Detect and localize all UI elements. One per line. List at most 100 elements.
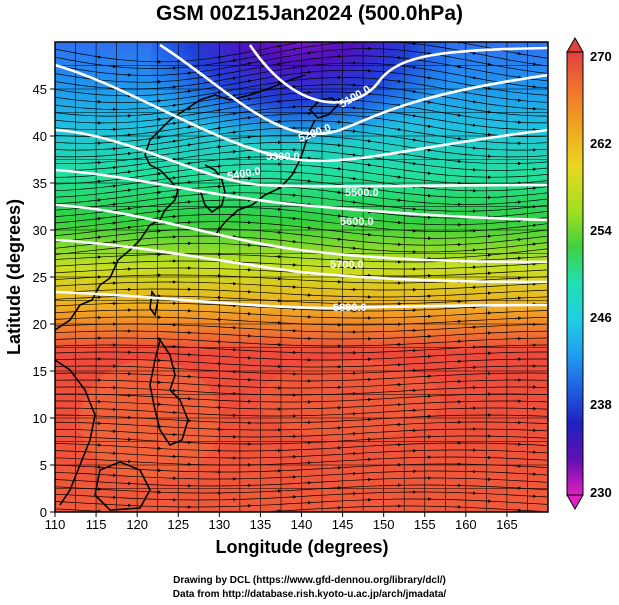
flow-arrow: [484, 234, 492, 238]
streamline: [55, 421, 548, 431]
coastline-korea: [199, 164, 226, 214]
flow-arrow: [394, 127, 402, 132]
flow-arrow: [289, 47, 297, 52]
flow-arrow: [334, 120, 342, 124]
flow-arrow: [109, 146, 117, 151]
flow-arrow: [244, 79, 252, 83]
flow-arrow: [184, 161, 192, 166]
flow-arrow: [529, 242, 537, 246]
flow-arrow: [409, 113, 417, 118]
flow-arrow: [335, 36, 341, 37]
streamline: [55, 379, 548, 389]
flow-arrow: [274, 62, 282, 66]
contour-label-5600: 5600.0: [340, 216, 374, 228]
flow-arrow: [514, 51, 522, 56]
flow-arrow: [469, 51, 477, 55]
flow-arrow: [124, 151, 132, 156]
flow-arrow: [124, 206, 132, 211]
streamline: [55, 337, 548, 347]
contour-label-5700: 5700.0: [330, 259, 364, 271]
contour-5200: [159, 43, 548, 136]
flow-arrow: [424, 148, 432, 152]
flow-arrow: [484, 86, 492, 91]
streamline: [55, 185, 548, 205]
flow-arrow: [529, 186, 537, 190]
y-tick-label: 20: [33, 317, 47, 332]
coastline-philippines: [149, 338, 189, 446]
flow-arrow: [184, 200, 192, 204]
flow-arrow: [274, 44, 282, 48]
flow-arrow: [214, 73, 222, 77]
flow-arrow: [184, 71, 192, 75]
streamlines: [55, 36, 548, 512]
coastline-indochina: [55, 359, 96, 506]
streamline: [55, 316, 548, 326]
coastline-asia: [55, 74, 306, 331]
flow-arrow: [289, 216, 297, 221]
contour-5600: [55, 203, 548, 264]
flow-arrow: [394, 55, 402, 60]
y-tick-label: 10: [33, 411, 47, 426]
flow-arrow: [169, 214, 177, 219]
flow-arrow: [349, 106, 357, 110]
colorbar-body: [566, 51, 584, 496]
map-title: GSM 00Z15Jan2024 (500.0hPa): [155, 2, 463, 25]
flow-arrow: [214, 164, 222, 169]
flow-arrow: [274, 207, 282, 212]
x-tick-label: 155: [414, 517, 436, 532]
flow-arrow: [334, 214, 342, 218]
streamline: [55, 120, 548, 144]
flow-arrow: [364, 232, 372, 237]
flow-arrow: [109, 202, 117, 207]
coastline-borneo: [94, 461, 151, 511]
flow-arrow: [304, 70, 312, 75]
flow-arrow: [214, 55, 222, 59]
map-plot: 5100.0 5200.0 5300.0 5400.0 5500.0 5600.…: [4, 36, 612, 557]
contour-label-5800: 5800.0: [333, 302, 367, 314]
x-tick-label: 130: [208, 517, 230, 532]
flow-arrow: [484, 110, 492, 114]
flow-arrow: [229, 58, 237, 63]
flow-arrow: [424, 100, 432, 104]
flow-arrow: [484, 253, 492, 257]
x-tick-label: 120: [126, 517, 148, 532]
contour-5800: [55, 290, 548, 310]
flow-arrow: [349, 153, 357, 157]
contour-5100: [248, 44, 548, 104]
flow-arrow: [364, 186, 372, 191]
map-field: 5100.0 5200.0 5300.0 5400.0 5500.0 5600.…: [55, 36, 548, 512]
flow-arrow: [424, 75, 432, 80]
flow-arrow: [124, 133, 132, 137]
flow-arrow: [484, 132, 492, 137]
contour-5300: [55, 63, 548, 163]
x-tick-label: 150: [373, 517, 395, 532]
contour-label-5300: 5300.0: [266, 151, 300, 163]
flow-arrow: [184, 180, 192, 185]
colorbar-label: 254: [590, 223, 612, 238]
flow-arrow: [304, 51, 312, 55]
flow-arrow: [514, 98, 522, 102]
flow-arrow: [424, 51, 432, 56]
contour-label-5500: 5500.0: [345, 187, 379, 199]
flow-arrow: [349, 129, 357, 133]
flow-arrow: [169, 85, 177, 89]
coastlines: [55, 74, 340, 511]
flow-arrow: [334, 190, 342, 195]
y-tick-label: 35: [33, 176, 47, 191]
streamline: [55, 505, 548, 512]
flow-arrow: [394, 79, 402, 84]
y-tick-label: 45: [33, 82, 47, 97]
contour-label-5400: 5400.0: [226, 165, 261, 183]
flow-arrow: [454, 159, 462, 164]
y-tick-label: 25: [33, 270, 47, 285]
flow-arrow: [409, 65, 417, 70]
flow-arrow: [214, 145, 222, 149]
colorbar-label: 270: [590, 49, 612, 64]
x-tick-label: 135: [250, 517, 272, 532]
streamline: [55, 484, 548, 494]
flow-arrow: [469, 99, 477, 104]
flow-arrow: [229, 76, 237, 80]
contour-labels: 5100.0 5200.0 5300.0 5400.0 5500.0 5600.…: [226, 83, 378, 314]
flow-arrow: [454, 64, 462, 69]
flow-arrow: [424, 171, 432, 175]
